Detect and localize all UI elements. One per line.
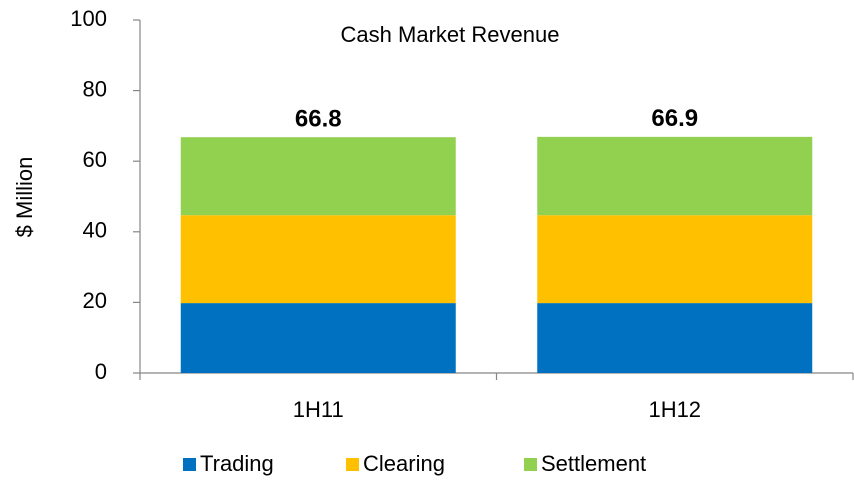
x-tick-label: 1H11 bbox=[293, 397, 344, 422]
bar-segment bbox=[537, 136, 813, 216]
y-tick-label: 100 bbox=[70, 6, 107, 31]
y-tick-label: 20 bbox=[83, 288, 107, 313]
legend-swatch bbox=[524, 458, 537, 471]
bar-segment bbox=[180, 137, 456, 216]
total-label: 66.8 bbox=[295, 106, 342, 133]
y-tick-label: 40 bbox=[83, 218, 107, 243]
bar-segment bbox=[180, 303, 456, 373]
legend-swatch bbox=[346, 458, 359, 471]
chart-title: Cash Market Revenue bbox=[341, 22, 560, 47]
legend-label: Trading bbox=[200, 451, 274, 476]
legend-swatch bbox=[183, 458, 196, 471]
bar-segment bbox=[180, 215, 456, 304]
legend-label: Settlement bbox=[541, 451, 646, 476]
bar-segment bbox=[537, 303, 813, 373]
y-axis-label: $ Million bbox=[12, 157, 37, 238]
x-tick-label: 1H12 bbox=[648, 397, 701, 422]
y-tick-label: 80 bbox=[83, 76, 107, 101]
y-tick-label: 60 bbox=[83, 147, 107, 172]
bar-segment bbox=[537, 215, 813, 304]
y-tick-label: 0 bbox=[95, 359, 107, 384]
total-label: 66.9 bbox=[651, 105, 698, 132]
legend-label: Clearing bbox=[363, 451, 445, 476]
